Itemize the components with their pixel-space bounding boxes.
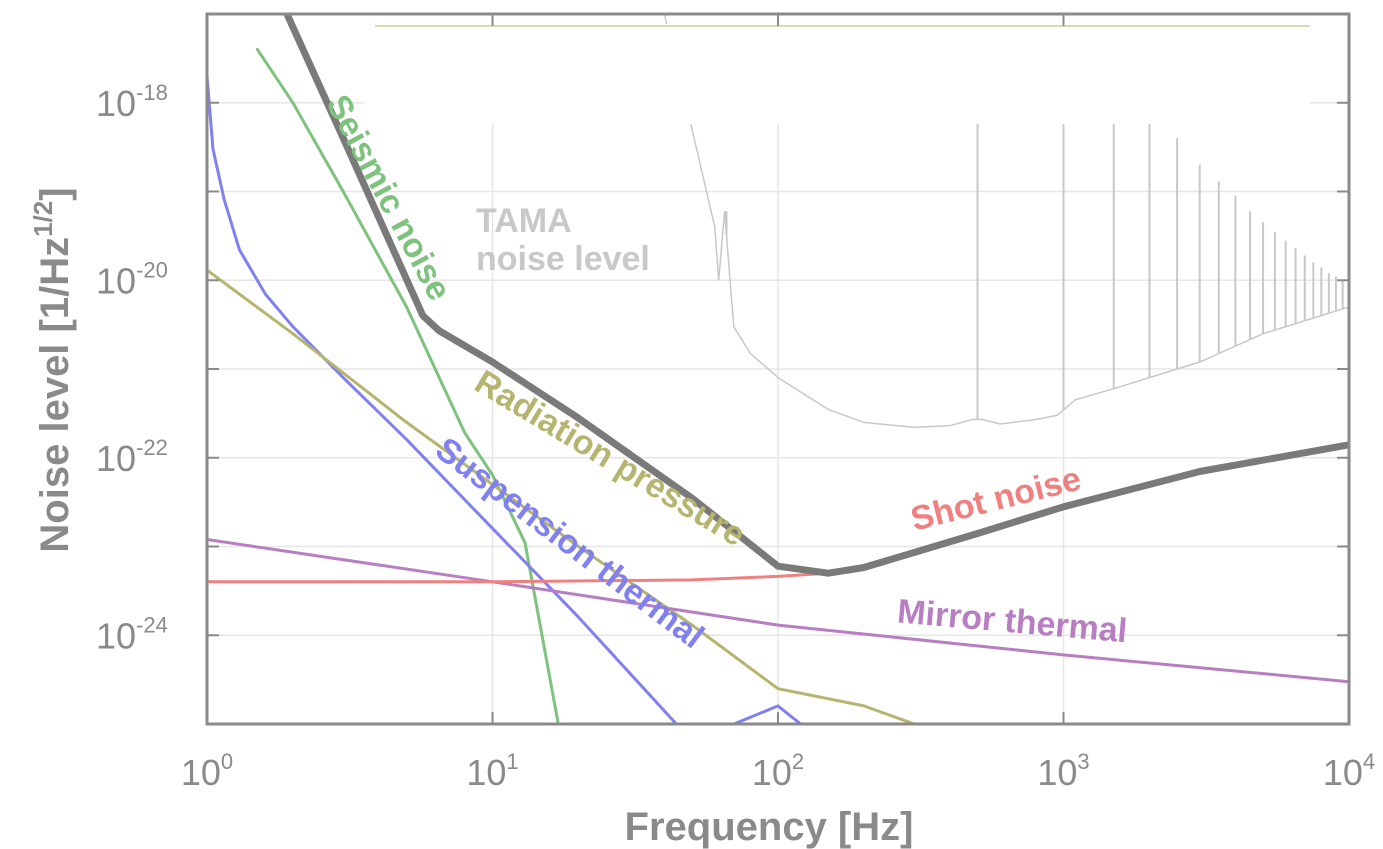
y-axis-title-main: Noise level [1/Hz [33, 237, 77, 553]
seismic-noise-line [255, 47, 560, 724]
radiation-pressure-line [207, 268, 916, 724]
x-tick-base: 10 [181, 752, 221, 793]
x-tick-base: 10 [1323, 752, 1363, 793]
x-tick-base: 10 [752, 752, 792, 793]
x-tick-base: 10 [466, 752, 506, 793]
y-tick-label: 10-22 [96, 435, 168, 479]
suspension-thermal-line [207, 74, 803, 724]
x-axis-title: Frequency [Hz] [625, 805, 914, 849]
tick-marks [206, 13, 1350, 725]
y-tick-base: 10 [96, 83, 136, 124]
x-tick-exp: 0 [221, 749, 233, 774]
x-tick-label: 104 [1323, 749, 1375, 793]
x-tick-labels: 100 101 102 103 104 [181, 749, 1375, 793]
y-tick-label: 10-24 [96, 612, 168, 656]
tama-label-line1: TAMA [476, 202, 571, 240]
x-tick-exp: 3 [1077, 749, 1089, 774]
y-tick-exp: -18 [136, 80, 168, 105]
y-axis-title: Noise level [1/Hz1/2] [28, 187, 77, 552]
tama-label: TAMA noise level [476, 202, 650, 278]
x-tick-label: 103 [1037, 749, 1089, 793]
y-axis-title-exp: 1/2 [28, 201, 58, 237]
x-tick-exp: 1 [506, 749, 518, 774]
mirror-thermal-line [207, 538, 1349, 684]
x-tick-label: 101 [466, 749, 518, 793]
tama-label-line2: noise level [476, 240, 650, 278]
y-tick-exp: -24 [136, 612, 168, 637]
x-tick-label: 102 [752, 749, 804, 793]
tama-noise-curve [365, 14, 1349, 429]
x-tick-exp: 2 [792, 749, 804, 774]
radiation-pressure-label: Radiation pressure [468, 363, 752, 554]
x-tick-base: 10 [1037, 752, 1077, 793]
total-noise-line [283, 14, 1349, 577]
shot-noise-line [207, 571, 830, 584]
y-axis-title-close: ] [33, 187, 77, 200]
y-tick-base: 10 [96, 438, 136, 479]
y-tick-exp: -22 [136, 435, 168, 460]
suspension-thermal-label: Suspension thermal [428, 430, 710, 656]
blank-overlay [365, 24, 1310, 124]
x-tick-label: 100 [181, 749, 233, 793]
x-tick-exp: 4 [1363, 749, 1375, 774]
y-tick-exp: -20 [136, 257, 168, 282]
y-tick-base: 10 [96, 260, 136, 301]
series-lines [207, 14, 1349, 724]
y-tick-label: 10-20 [96, 257, 168, 301]
y-tick-label: 10-18 [96, 80, 168, 124]
tama-baseline [663, 14, 1349, 429]
y-tick-base: 10 [96, 615, 136, 656]
